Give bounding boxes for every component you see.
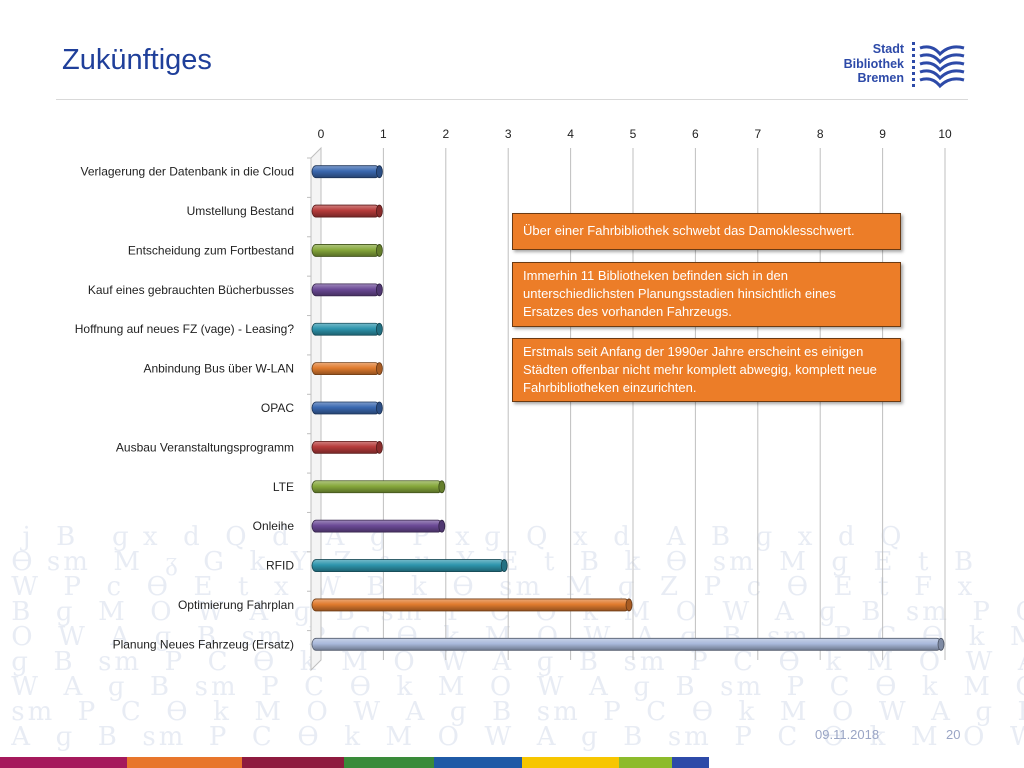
category-label: Hoffnung auf neues FZ (vage) - Leasing? [75,322,295,336]
callout-planungsstadien: Immerhin 11 Bibliotheken befinden sich i… [512,262,901,327]
bar [311,283,380,297]
category-label: RFID [266,559,294,573]
x-tick-label: 3 [505,127,512,141]
x-tick-label: 4 [567,127,574,141]
bar-end-cap [375,165,383,179]
bar [311,165,380,179]
bar [311,480,443,494]
stadtbibliothek-logo: Stadt Bibliothek Bremen [838,40,972,92]
bar [311,559,505,572]
x-tick-label: 9 [879,127,886,141]
strip-segment [672,757,709,768]
bar [311,244,380,257]
strip-segment [242,757,344,768]
bar-end-cap [375,401,383,415]
strip-segment [0,757,127,768]
x-tick-label: 8 [817,127,824,141]
bar [311,401,380,415]
logo-line-1: Stadt [872,42,904,56]
strip-segment [434,757,522,768]
bar-end-cap [375,322,383,336]
x-tick-label: 0 [318,127,325,141]
slide-title: Zukünftiges [62,44,212,76]
strip-segment [709,757,1024,768]
callout-neue-fahrbibliotheken: Erstmals seit Anfang der 1990er Jahre er… [512,338,901,402]
category-label: Verlagerung der Datenbank in die Cloud [81,165,294,179]
bar [311,204,380,218]
bar-end-cap [937,637,945,651]
x-tick-label: 6 [692,127,699,141]
bar-end-cap [375,440,383,454]
bar [311,362,380,376]
x-tick-label: 7 [754,127,761,141]
bar [311,440,380,454]
category-label: Planung Neues Fahrzeug (Ersatz) [113,637,294,651]
open-book-icon [912,42,965,89]
bar-end-cap [500,559,508,572]
category-label: Ausbau Veranstaltungsprogramm [116,440,294,454]
footer-date: 09.11.2018 [815,727,880,742]
strip-segment [127,757,242,768]
bar-end-cap [625,598,633,612]
category-label: Onleihe [253,519,295,533]
bar-end-cap [438,480,446,494]
bar [311,637,942,651]
category-label: LTE [273,480,294,494]
logo-text: Stadt Bibliothek Bremen [844,42,904,86]
title-divider [56,99,968,100]
footer-page-number: 20 [946,727,961,742]
bar-end-cap [375,244,383,257]
logo-line-2: Bibliothek [843,56,904,71]
logo-line-3: Bremen [857,71,904,85]
strip-segment [522,757,619,768]
bar [311,519,443,533]
category-label: Optimierung Fahrplan [178,598,294,612]
callout-damoklesschwert: Über einer Fahrbibliothek schwebt das Da… [512,213,901,250]
bar-end-cap [375,283,383,297]
bar [311,598,630,612]
bar-end-cap [375,362,383,376]
category-label: Umstellung Bestand [187,204,294,218]
x-tick-label: 5 [630,127,637,141]
x-tick-label: 10 [938,127,952,141]
category-label: OPAC [261,401,294,415]
category-label: Entscheidung zum Fortbestand [128,243,294,257]
bar [311,322,380,336]
bar-end-cap [375,204,383,218]
strip-segment [619,757,672,768]
x-tick-label: 2 [442,127,449,141]
category-label: Anbindung Bus über W-LAN [143,362,294,376]
category-label: Kauf eines gebrauchten Bücherbusses [88,283,294,297]
x-tick-label: 1 [380,127,387,141]
bar-end-cap [438,519,446,533]
bottom-color-strip [0,757,1024,768]
strip-segment [344,757,434,768]
